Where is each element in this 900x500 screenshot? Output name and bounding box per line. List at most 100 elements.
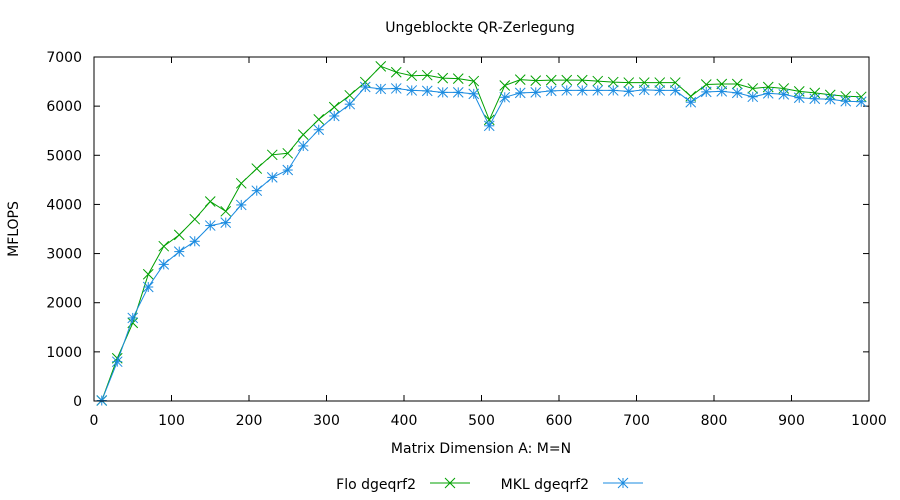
x-tick-label: 700 <box>623 413 650 429</box>
data-point <box>654 77 666 88</box>
data-point <box>685 96 697 108</box>
data-point <box>251 163 263 174</box>
data-point <box>158 240 170 252</box>
x-tick-label: 1000 <box>851 413 887 429</box>
x-tick-label: 100 <box>158 413 185 429</box>
data-point <box>127 312 139 324</box>
data-point <box>266 172 278 183</box>
data-point <box>220 205 232 217</box>
data-point <box>437 87 449 98</box>
data-point <box>313 124 325 136</box>
x-axis-label: Matrix Dimension A: M=N <box>391 441 571 457</box>
data-point <box>530 87 542 98</box>
data-point <box>576 74 588 86</box>
data-point <box>297 129 309 140</box>
y-tick-label: 1000 <box>46 345 82 361</box>
data-point <box>793 92 805 104</box>
series-line-0 <box>101 65 862 401</box>
data-point <box>313 114 325 125</box>
x-tick-label: 400 <box>391 413 418 429</box>
data-point <box>514 87 526 99</box>
legend: Flo dgeqrf2 MKL dgeqrf2 <box>336 477 643 493</box>
data-point <box>499 91 511 103</box>
data-point <box>421 85 433 97</box>
data-point <box>344 98 356 110</box>
data-point <box>592 85 604 96</box>
data-point <box>576 85 588 96</box>
legend-marker-0 <box>444 477 456 489</box>
data-point <box>297 140 309 152</box>
data-point <box>545 85 557 97</box>
data-point <box>158 259 170 270</box>
data-point <box>654 85 666 96</box>
data-point <box>623 86 635 97</box>
data-point <box>204 220 216 231</box>
data-point <box>545 74 557 86</box>
data-point <box>778 88 790 100</box>
data-point <box>747 83 759 94</box>
y-tick-label: 2000 <box>46 296 82 312</box>
x-tick-label: 200 <box>236 413 263 429</box>
data-point <box>499 80 511 91</box>
y-tick-label: 4000 <box>46 197 82 213</box>
legend-marker-1 <box>617 477 629 489</box>
data-point <box>421 69 433 81</box>
data-point <box>142 268 154 280</box>
data-point <box>282 147 294 159</box>
data-point <box>514 74 526 85</box>
y-tick-label: 6000 <box>46 99 82 115</box>
data-point <box>607 76 619 88</box>
data-point <box>638 84 650 96</box>
data-point <box>731 78 743 90</box>
data-point <box>328 110 340 122</box>
data-point <box>437 72 449 84</box>
x-tick-label: 900 <box>778 413 805 429</box>
data-point <box>762 88 774 99</box>
legend-label-mkl: MKL dgeqrf2 <box>501 477 589 493</box>
data-point <box>483 114 495 126</box>
y-axis-label: MFLOPS <box>6 201 22 257</box>
data-point <box>778 83 790 94</box>
data-point <box>623 77 635 88</box>
data-point <box>220 217 232 228</box>
data-point <box>359 81 371 93</box>
x-tick-label: 500 <box>468 413 495 429</box>
data-point <box>809 87 821 99</box>
data-point <box>111 356 123 368</box>
data-point <box>189 213 201 225</box>
data-point <box>669 77 681 88</box>
data-point <box>406 85 418 96</box>
data-point <box>483 120 495 132</box>
data-point <box>468 88 480 100</box>
data-point <box>142 281 154 293</box>
data-point <box>561 74 573 86</box>
data-point <box>266 149 278 161</box>
data-point <box>452 73 464 84</box>
data-point <box>173 246 185 257</box>
data-point <box>235 199 247 211</box>
data-point <box>824 93 836 105</box>
data-point <box>731 87 743 99</box>
data-point <box>251 185 263 197</box>
data-point <box>406 70 418 82</box>
data-point <box>855 96 867 108</box>
data-point <box>173 229 185 241</box>
data-point <box>344 89 356 101</box>
data-point <box>452 87 464 98</box>
data-point <box>204 196 216 207</box>
x-tick-label: 300 <box>313 413 340 429</box>
x-tick-label: 600 <box>546 413 573 429</box>
data-point <box>390 83 402 94</box>
data-point <box>716 86 728 97</box>
data-point <box>235 177 247 189</box>
data-point <box>390 66 402 78</box>
legend-label-flo: Flo dgeqrf2 <box>336 477 416 493</box>
data-point <box>840 95 852 107</box>
data-point <box>282 164 294 176</box>
data-point <box>669 85 681 96</box>
data-point <box>592 75 604 87</box>
data-point <box>561 85 573 96</box>
chart-title: Ungeblockte QR-Zerlegung <box>385 20 575 36</box>
x-tick-label: 0 <box>90 413 99 429</box>
